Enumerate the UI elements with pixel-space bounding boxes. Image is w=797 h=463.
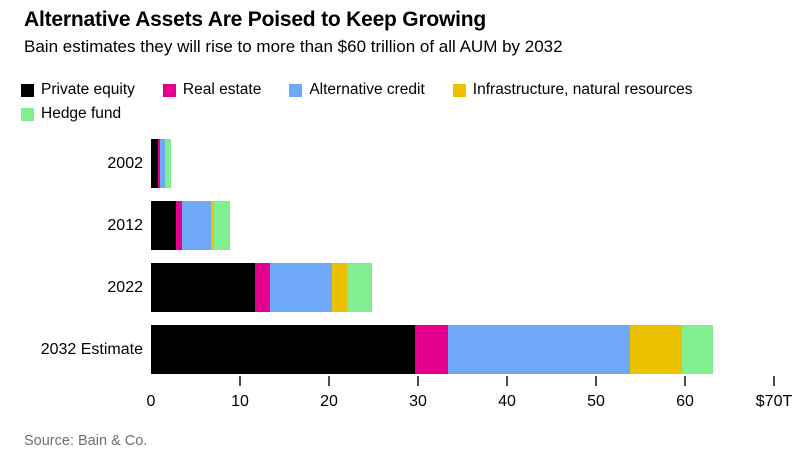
- source-note: Source: Bain & Co.: [24, 433, 148, 449]
- row-label: 2022: [107, 279, 143, 296]
- chart-row-2032-estimate: 2032 Estimate: [0, 325, 797, 374]
- legend-label: Alternative credit: [309, 81, 425, 98]
- row-bars: [151, 139, 774, 188]
- bar-segment-alternative-credit: [270, 263, 332, 312]
- legend-row: Hedge fund: [21, 105, 692, 123]
- row-bars: [151, 201, 774, 250]
- legend-swatch-icon: [21, 83, 34, 97]
- bar-segment-hedge-fund: [682, 325, 713, 374]
- bar-segment-private-equity: [151, 139, 159, 188]
- page-subtitle: Bain estimates they will rise to more th…: [24, 37, 563, 56]
- row-label: 2012: [107, 217, 143, 234]
- x-axis-tick-label: 50: [587, 393, 605, 410]
- bar-segment-alternative-credit: [159, 139, 166, 188]
- x-axis-tick-label: 30: [409, 393, 427, 410]
- x-axis-tick: [417, 376, 419, 386]
- legend-swatch-icon: [289, 83, 303, 97]
- x-axis-tick-label: 20: [320, 393, 338, 410]
- legend-label: Hedge fund: [41, 105, 122, 122]
- chart-legend: Private equity Real estate Alternative cre…: [21, 81, 692, 129]
- x-axis-tick: [595, 376, 597, 386]
- chart-row-2022: 2022: [0, 263, 797, 312]
- legend-label: Infrastructure, natural resources: [472, 81, 693, 98]
- bar-segment-alternative-credit: [448, 325, 630, 374]
- legend-item-real-estate: Real estate: [162, 81, 262, 99]
- bar-segment-private-equity: [151, 201, 176, 250]
- bar-segment-hedge-fund: [346, 263, 372, 312]
- x-axis-tick-label: 60: [676, 393, 694, 410]
- bar-segment-infrastructure-natural-resources: [629, 325, 683, 374]
- bar-segment-real-estate: [255, 263, 271, 312]
- legend-swatch-icon: [162, 83, 176, 97]
- x-axis-tick: [773, 376, 775, 386]
- legend-swatch-icon: [452, 83, 466, 97]
- x-axis-tick-label: 10: [231, 393, 249, 410]
- row-label: 2002: [107, 155, 143, 172]
- x-axis-tick: [506, 376, 508, 386]
- row-bars: [151, 325, 774, 374]
- x-axis-tick: [239, 376, 241, 386]
- x-axis-tick: [684, 376, 686, 386]
- x-axis-tick-label: 40: [498, 393, 516, 410]
- x-axis-tick-label: 0: [146, 393, 156, 410]
- legend-item-infrastructure-natural-resources: Infrastructure, natural resources: [452, 81, 693, 99]
- bar-segment-alternative-credit: [182, 201, 212, 250]
- chart-row-2012: 2012: [0, 201, 797, 250]
- bar-segment-real-estate: [415, 325, 449, 374]
- x-axis: 0 10 20 30 40 50 60 $70T: [147, 374, 797, 424]
- legend-label: Real estate: [182, 81, 262, 98]
- row-bars: [151, 263, 774, 312]
- chart-row-2002: 2002: [0, 139, 797, 188]
- bar-segment-infrastructure-natural-resources: [211, 201, 215, 250]
- bar-segment-private-equity: [151, 263, 256, 312]
- page-title: Alternative Assets Are Poised to Keep Gr…: [24, 8, 487, 31]
- legend-item-hedge-fund: Hedge fund: [21, 105, 121, 123]
- bar-segment-private-equity: [151, 325, 416, 374]
- row-label: 2032 Estimate: [40, 341, 143, 358]
- bar-segment-real-estate: [158, 139, 160, 188]
- legend-swatch-icon: [21, 107, 34, 121]
- bar-segment-hedge-fund: [165, 139, 171, 188]
- bar-segment-infrastructure-natural-resources: [331, 263, 347, 312]
- bar-chart: 2002 2012 2022 2032 Estimate: [0, 139, 797, 387]
- legend-label: Private equity: [41, 81, 135, 98]
- legend-item-alternative-credit: Alternative credit: [289, 81, 425, 99]
- x-axis-tick-label: $70T: [755, 393, 793, 410]
- bar-segment-real-estate: [175, 201, 183, 250]
- legend-row: Private equity Real estate Alternative cre…: [21, 81, 692, 99]
- legend-item-private-equity: Private equity: [21, 81, 135, 99]
- x-axis-tick: [328, 376, 330, 386]
- bar-segment-hedge-fund: [214, 201, 231, 250]
